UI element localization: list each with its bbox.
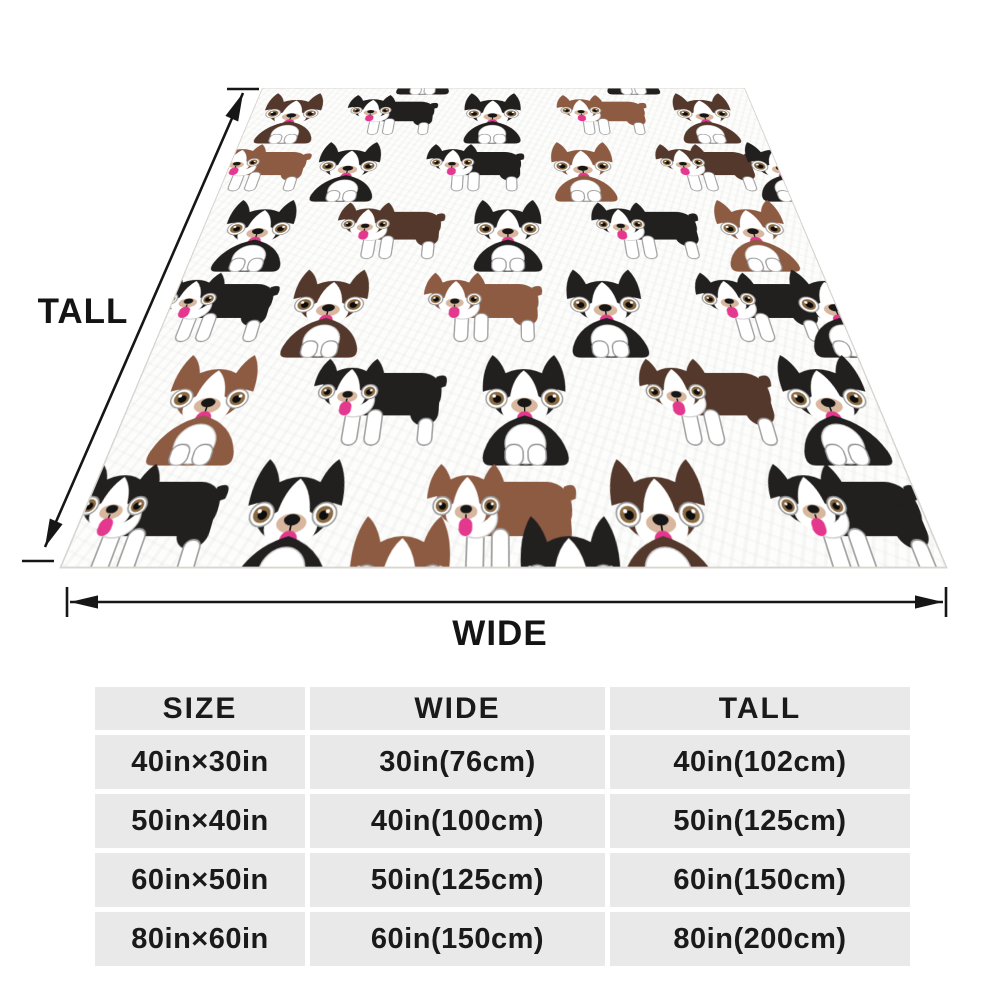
table-cell: 30in(76cm)	[310, 735, 605, 789]
table-cell: 60in×50in	[95, 853, 305, 907]
dog-pattern-layer	[62, 89, 945, 567]
table-cell: 80in(200cm)	[610, 912, 910, 966]
column-header-wide: WIDE	[310, 687, 605, 730]
dog-sit-redbrown	[710, 200, 803, 272]
dog-sit-black	[223, 459, 349, 566]
dog-sit-redbrown	[142, 355, 264, 465]
dog-stand-redbrown	[556, 95, 654, 134]
dog-stand-black	[341, 95, 440, 134]
dog-sit-black	[599, 89, 662, 95]
dog-stand-black	[589, 202, 709, 258]
table-cell: 60in(150cm)	[610, 853, 910, 907]
dog-sit-chocolate	[252, 93, 327, 143]
dog-stand-chocolate	[635, 359, 790, 445]
dog-stand-redbrown	[198, 144, 315, 191]
table-cell: 40in(100cm)	[310, 794, 605, 848]
blanket-pattern-svg	[62, 89, 945, 567]
dog-stand-black	[301, 359, 448, 445]
dog-sit-black	[481, 355, 571, 465]
dog-sit-chocolate	[277, 270, 372, 358]
dog-stand-black	[423, 144, 526, 191]
blanket-preview	[59, 88, 948, 569]
table-cell: 50in(125cm)	[610, 794, 910, 848]
dog-stand-black	[761, 464, 945, 567]
dog-stand-black	[139, 273, 285, 342]
dog-sit-black	[208, 200, 301, 272]
size-table: SIZE WIDE TALL 40in×30in 30in(76cm) 40in…	[95, 687, 910, 966]
table-cell: 80in×60in	[95, 912, 305, 966]
dog-sit-chocolate	[669, 93, 743, 143]
table-cell: 50in(125cm)	[310, 853, 605, 907]
dog-stand-chocolate	[329, 202, 447, 258]
dog-sit-redbrown	[334, 516, 452, 566]
product-size-chart-image: TALL WIDE SIZE WIDE TALL 40in×30in 30in(…	[0, 0, 1000, 1000]
dog-sit-black	[472, 200, 544, 272]
dog-sit-chocolate	[606, 459, 724, 566]
table-cell: 40in×30in	[95, 735, 305, 789]
table-cell: 50in×40in	[95, 794, 305, 848]
dog-sit-black	[462, 93, 522, 143]
dog-stand-black	[62, 464, 236, 567]
blanket-scene	[0, 0, 1000, 680]
dog-sit-black	[565, 270, 652, 358]
dog-sit-black	[771, 355, 896, 465]
dog-stand-redbrown	[419, 273, 545, 342]
table-cell: 60in(150cm)	[310, 912, 605, 966]
dog-sit-redbrown	[550, 142, 619, 202]
table-cell: 40in(102cm)	[610, 735, 910, 789]
wide-dimension-label: WIDE	[450, 614, 550, 654]
tall-dimension-label: TALL	[33, 292, 133, 332]
column-header-size: SIZE	[95, 687, 305, 730]
dog-sit-black	[520, 516, 633, 566]
dog-sit-black	[307, 142, 383, 202]
dog-sit-black	[395, 89, 454, 95]
column-header-tall: TALL	[610, 687, 910, 730]
